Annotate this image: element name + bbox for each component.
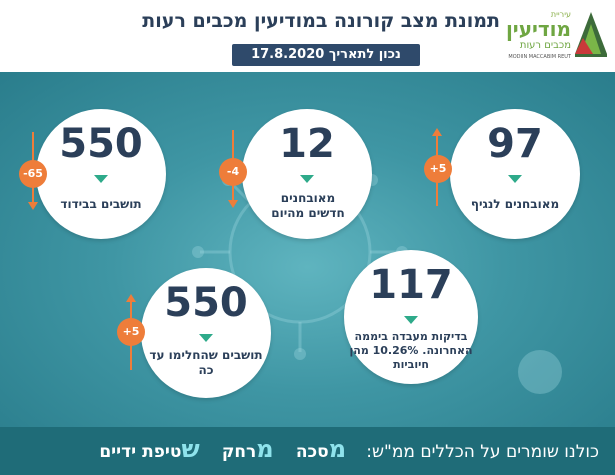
stat-value: 117 xyxy=(369,262,453,308)
date-badge: נכון לתאריך 17.8.2020 xyxy=(232,44,420,66)
city-logo: עיריית מודיעין מכבים רעות MODIIN MACCABI… xyxy=(501,6,609,66)
footer-distance-letter: מ xyxy=(256,435,274,463)
header: תמונת מצב קורונה במודיעין מכבים רעות נכו… xyxy=(0,0,615,72)
change-badge: -4 xyxy=(219,158,247,186)
stat-label: תושבים שהחלימו עד כה xyxy=(149,348,263,377)
logo-emblem-icon xyxy=(575,12,607,57)
stat-value: 550 xyxy=(59,121,143,167)
footer-mask-letter: מ xyxy=(328,435,347,463)
pointer-icon xyxy=(508,175,522,183)
logo-city-word: עיריית xyxy=(550,10,571,19)
stat-card-new-diagnosed: 12 מאובחנים חדשים מהיום xyxy=(242,109,372,239)
logo-city-sub: מכבים רעות xyxy=(519,40,571,51)
stat-card-recovered: 550 תושבים שהחלימו עד כה xyxy=(141,268,271,398)
change-badge: -65 xyxy=(19,160,47,188)
footer-lead: כולנו שומרים על הכללים ממ"ש: xyxy=(366,442,599,462)
stat-value: 550 xyxy=(164,280,248,326)
pointer-icon xyxy=(300,175,314,183)
footer-banner: כולנו שומרים על הכללים ממ"ש: מסכה מרחק ש… xyxy=(0,427,615,475)
stat-label: מאובחנים חדשים מהיום xyxy=(271,191,345,220)
stat-label: מאובחנים לנגיף xyxy=(470,197,560,211)
footer-distance-rest: רחק xyxy=(221,442,257,462)
stat-label: תושבים בבידוד xyxy=(60,197,142,211)
stat-label: בדיקות מעבדה ביממה האחרונה. 10.26% מהן ח… xyxy=(349,330,473,371)
stat-value: 12 xyxy=(279,121,335,167)
page-title: תמונת מצב קורונה במודיעין מכבים רעות xyxy=(142,10,500,32)
stat-value: 97 xyxy=(487,121,543,167)
change-badge: +5 xyxy=(424,155,452,183)
logo-english: MODIIN MACCABIM REUT xyxy=(508,54,571,60)
footer-text: כולנו שומרים על הכללים ממ"ש: מסכה מרחק ש… xyxy=(99,435,599,463)
pointer-icon xyxy=(404,316,418,324)
stat-card-isolation: 550 תושבים בבידוד xyxy=(36,109,166,239)
pointer-icon xyxy=(199,334,213,342)
stat-card-diagnosed: 97 מאובחנים לנגיף xyxy=(450,109,580,239)
footer-hygiene-letter: ש xyxy=(181,435,200,463)
pointer-icon xyxy=(94,175,108,183)
change-badge: +5 xyxy=(117,318,145,346)
footer-hygiene-rest: טיפת ידיים xyxy=(99,442,182,462)
stat-card-lab-tests: 117 בדיקות מעבדה ביממה האחרונה. 10.26% מ… xyxy=(344,250,478,384)
logo-city-name: מודיעין xyxy=(505,17,571,41)
footer-mask-rest: סכה xyxy=(295,442,329,462)
